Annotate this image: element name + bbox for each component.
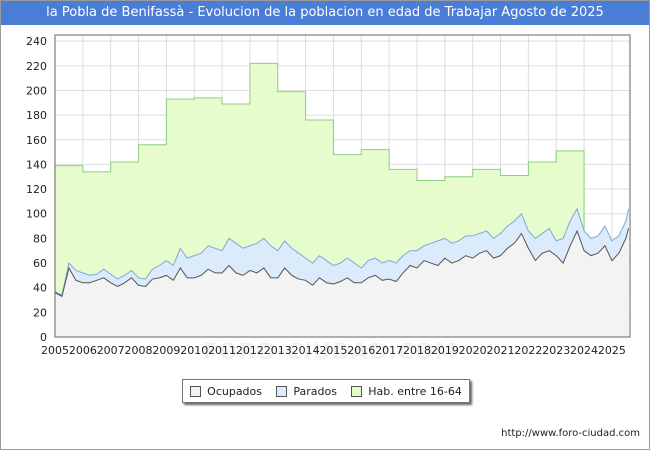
x-tick-label: 2025 xyxy=(598,344,626,357)
plot-border xyxy=(54,34,631,338)
x-tick-label: 2005 xyxy=(41,344,69,357)
x-tick-label: 2013 xyxy=(264,344,292,357)
parados-line xyxy=(54,207,630,296)
legend-label-parados: Parados xyxy=(293,384,337,398)
x-tick-label: 2014 xyxy=(292,344,320,357)
watermark: FORO-CIUDAD.COM xyxy=(202,340,458,365)
y-tick-label: 180 xyxy=(26,109,47,122)
y-tick-label: 140 xyxy=(26,158,47,171)
legend-label-hab: Hab. entre 16-64 xyxy=(368,384,462,398)
x-tick-label: 2006 xyxy=(69,344,97,357)
x-tick-label: 2020 xyxy=(459,344,487,357)
x-tick-label: 2010 xyxy=(180,344,208,357)
x-tick-label: 2016 xyxy=(347,344,375,357)
x-tick-label: 2018 xyxy=(403,344,431,357)
legend-swatch-hab xyxy=(351,385,363,397)
y-tick-label: 220 xyxy=(26,60,47,73)
legend-item-parados: Parados xyxy=(276,385,337,398)
x-tick-label: 2022 xyxy=(514,344,542,357)
y-tick-label: 80 xyxy=(33,232,47,245)
y-tick-label: 240 xyxy=(26,35,47,48)
series-lines xyxy=(54,207,630,298)
y-tick-label: 20 xyxy=(33,306,47,319)
y-tick-label: 0 xyxy=(40,331,47,344)
legend-label-ocupados: Ocupados xyxy=(207,384,263,398)
y-tick-label: 120 xyxy=(26,183,47,196)
x-tick-label: 2011 xyxy=(208,344,236,357)
x-tick-label: 2007 xyxy=(97,344,125,357)
x-tick-label: 2019 xyxy=(431,344,459,357)
series-areas xyxy=(54,62,629,338)
x-tick-label: 2009 xyxy=(152,344,180,357)
legend-swatch-parados xyxy=(276,385,288,397)
x-tick-label: 2024 xyxy=(570,344,598,357)
legend-item-hab: Hab. entre 16-64 xyxy=(351,385,462,398)
x-tick-label: 2012 xyxy=(236,344,264,357)
x-tick-label: 2015 xyxy=(319,344,347,357)
chart-title: la Pobla de Benifassà - Evolucion de la … xyxy=(1,1,649,25)
ocupados-area xyxy=(55,228,629,337)
y-tick-label: 160 xyxy=(26,134,47,147)
y-tick-label: 40 xyxy=(33,282,47,295)
x-tick-label: 2017 xyxy=(375,344,403,357)
x-tick-label: 2008 xyxy=(125,344,153,357)
y-tick-label: 60 xyxy=(33,257,47,270)
legend-swatch-ocupados xyxy=(190,385,202,397)
legend-item-ocupados: Ocupados xyxy=(190,385,262,398)
y-tick-label: 200 xyxy=(26,84,47,97)
legend: Ocupados Parados Hab. entre 16-64 xyxy=(182,379,470,403)
ocupados-line xyxy=(54,228,630,298)
x-tick-label: 2023 xyxy=(542,344,570,357)
footer-url: http://www.foro-ciudad.com xyxy=(501,428,640,439)
y-tick-label: 100 xyxy=(26,208,47,221)
x-tick-label: 2021 xyxy=(487,344,515,357)
